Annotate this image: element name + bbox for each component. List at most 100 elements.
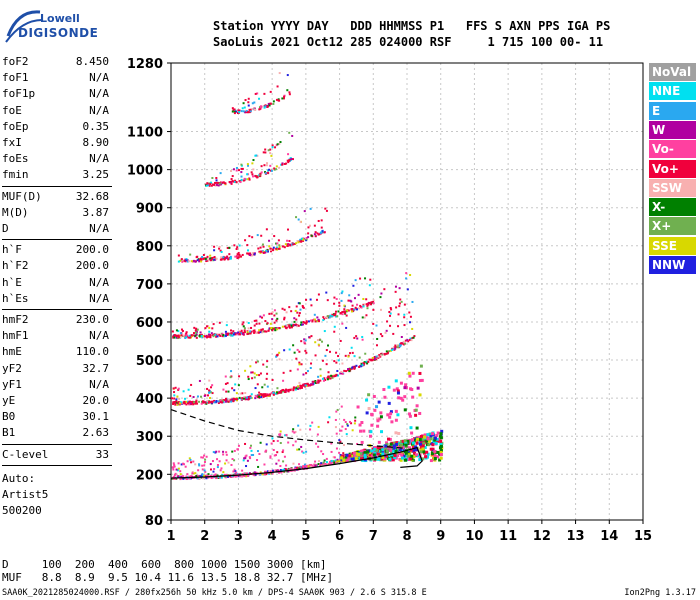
echo-point	[305, 236, 308, 239]
echo-point	[385, 441, 389, 445]
echo-point	[240, 167, 243, 170]
echo-point	[193, 326, 196, 329]
echo-point	[208, 400, 211, 403]
echo-point	[409, 426, 413, 430]
echo-point	[188, 475, 191, 478]
echo-point	[275, 98, 278, 101]
echo-point	[353, 297, 356, 300]
echo-point	[289, 157, 292, 160]
echo-point	[393, 346, 396, 349]
echo-point	[295, 325, 298, 328]
echo-point	[204, 327, 207, 330]
echo-point	[220, 476, 223, 479]
echo-point	[367, 360, 370, 363]
param-label: h`F	[2, 243, 22, 257]
echo-point	[186, 260, 189, 263]
echo-point	[312, 383, 315, 386]
param-row-foe: foE N/A	[2, 104, 109, 120]
echo-point	[214, 184, 217, 187]
echo-point	[343, 304, 346, 307]
echo-point	[398, 445, 402, 449]
echo-point	[316, 232, 319, 235]
echo-point	[236, 399, 239, 402]
echo-point	[226, 255, 229, 258]
echo-point	[235, 181, 238, 184]
echo-point	[234, 255, 237, 258]
echo-point	[214, 333, 217, 336]
echo-point	[227, 461, 230, 464]
echo-point	[241, 167, 244, 170]
echo-point	[305, 298, 308, 301]
echo-point	[192, 396, 195, 399]
y-tick-label: 700	[136, 278, 163, 293]
echo-point	[196, 477, 199, 480]
echo-point	[253, 324, 256, 327]
echo-point	[289, 388, 292, 391]
echo-point	[218, 182, 221, 185]
echo-point	[175, 400, 178, 403]
echo-point	[276, 451, 279, 454]
echo-point	[194, 260, 197, 263]
echo-point	[273, 167, 276, 170]
echo-point	[269, 455, 272, 458]
echo-point	[419, 364, 423, 368]
param-value: 110.0	[75, 345, 109, 359]
x-tick-label: 1	[166, 529, 175, 544]
echo-point	[367, 407, 371, 411]
echo-point	[243, 106, 246, 109]
echo-point	[358, 423, 362, 427]
echo-point	[290, 324, 293, 327]
param-value: 8.450	[75, 55, 109, 68]
echo-point	[390, 447, 394, 451]
echo-point	[412, 455, 416, 459]
echo-point	[247, 104, 250, 107]
echo-point	[317, 219, 320, 222]
echo-point	[337, 355, 340, 358]
echo-point	[192, 332, 195, 335]
echo-point	[273, 168, 276, 171]
echo-point	[242, 325, 245, 328]
echo-point	[249, 110, 252, 113]
echo-point	[302, 238, 305, 241]
param-label: foF1	[2, 71, 29, 85]
echo-point	[250, 444, 253, 447]
echo-point	[287, 390, 290, 393]
echo-point	[401, 439, 405, 443]
echo-point	[433, 457, 437, 461]
echo-point	[300, 363, 303, 366]
echo-point	[206, 401, 209, 404]
echo-point	[275, 247, 278, 250]
echo-point	[266, 394, 269, 397]
file-info-footer: SAA0K_2021285024000.RSF / 280fx256h 50 k…	[2, 588, 427, 598]
echo-point	[216, 466, 219, 469]
echo-point	[287, 441, 290, 444]
echo-point	[249, 446, 252, 449]
echo-point	[420, 378, 424, 382]
echo-point	[321, 377, 324, 380]
echo-point	[224, 399, 227, 402]
echo-point	[236, 246, 239, 249]
echo-point	[388, 350, 391, 353]
echo-point	[392, 332, 395, 335]
echo-point	[278, 391, 281, 394]
echo-point	[271, 329, 274, 332]
echo-point	[399, 396, 403, 400]
echo-point	[245, 472, 248, 475]
echo-point	[233, 459, 236, 462]
echo-point	[174, 477, 177, 480]
echo-point	[238, 255, 241, 258]
echo-point	[179, 332, 182, 335]
echo-point	[342, 458, 346, 462]
echo-point	[304, 349, 307, 352]
echo-point	[359, 429, 363, 433]
echo-point	[215, 183, 218, 186]
echo-point	[216, 335, 219, 338]
echo-point	[334, 313, 337, 316]
echo-point	[288, 326, 291, 329]
echo-point	[314, 231, 317, 234]
echo-point	[356, 405, 360, 409]
echo-point	[389, 312, 392, 315]
echo-point	[222, 401, 225, 404]
echo-point	[403, 408, 407, 412]
echo-point	[258, 391, 261, 394]
